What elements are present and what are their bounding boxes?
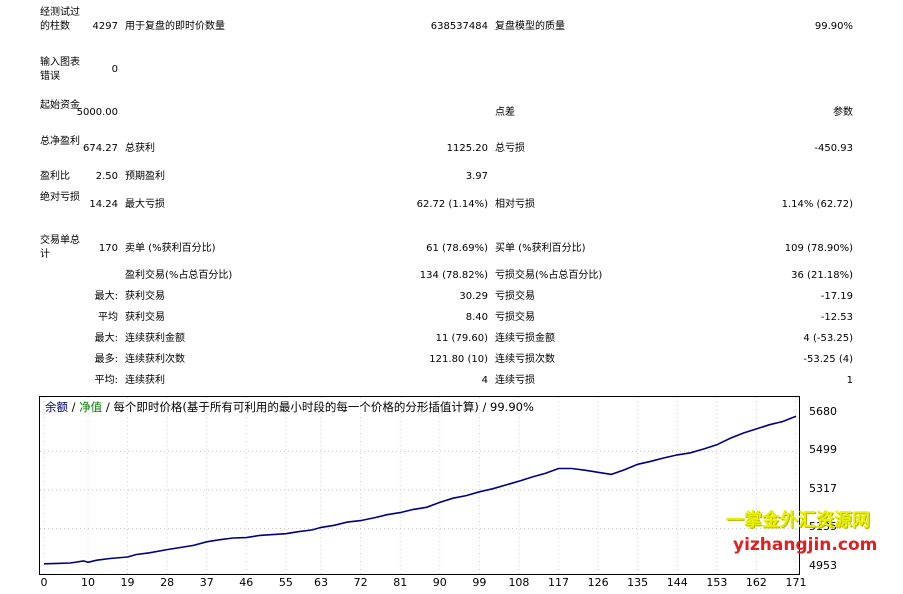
largest-label: 最大: [94, 291, 118, 302]
gross-profit-value: 1125.20 [446, 143, 488, 154]
parameters-label: 参数 [833, 107, 853, 118]
loss-trades-label: 亏损交易(%占总百分比) [495, 270, 603, 281]
maximal-drawdown-label: 最大亏损 [125, 199, 165, 210]
balance-chart-plot [40, 397, 799, 574]
max-consecutive-losses-label: 连续亏损金额 [495, 333, 555, 344]
watermark-url: yizhangjin.com [733, 535, 878, 555]
x-tick-label: 153 [706, 576, 728, 589]
y-tick-label: 4953 [809, 559, 837, 572]
balance-chart [39, 396, 800, 575]
average-profit-label: 获利交易 [125, 312, 165, 323]
largest-profit-value: 30.29 [459, 291, 488, 302]
largest-profit-label: 获利交易 [125, 291, 165, 302]
maximal-consecutive-loss-value: -53.25 (4) [803, 354, 853, 365]
x-tick-label: 117 [548, 576, 570, 589]
mismatched-errors-label: 输入图表错误 [40, 57, 80, 82]
x-tick-label: 81 [393, 576, 408, 589]
y-tick-label: 5317 [809, 481, 837, 495]
modelling-quality-value: 99.90% [814, 21, 853, 32]
x-tick-label: 55 [278, 576, 293, 589]
x-tick-label: 126 [587, 576, 609, 589]
maximal-consecutive-label: 最多: [94, 354, 118, 365]
gross-profit-label: 总获利 [125, 143, 155, 154]
maximal-consecutive-loss-label: 连续亏损次数 [495, 354, 555, 365]
initial-deposit-label: 起始资金 [40, 100, 80, 111]
balance-series-line [43, 415, 797, 565]
expected-payoff-label: 预期盈利 [125, 171, 165, 182]
expected-payoff-value: 3.97 [465, 171, 488, 182]
absolute-drawdown-label: 绝对亏损 [40, 192, 80, 203]
max-consecutive-losses-value: 4 (-53.25) [803, 333, 853, 344]
maximal-consecutive-profit-label: 连续获利次数 [125, 354, 185, 365]
x-tick-label: 171 [785, 576, 807, 589]
equity-legend: 净值 [79, 400, 103, 414]
x-tick-label: 108 [508, 576, 530, 589]
spread-label: 点差 [495, 107, 515, 118]
gross-loss-value: -450.93 [814, 143, 853, 154]
maximal-consecutive-profit-value: 121.80 (10) [429, 354, 488, 365]
average-consecutive-losses-label: 连续亏损 [495, 375, 535, 386]
x-tick-label: 19 [120, 576, 135, 589]
x-tick-label: 90 [432, 576, 447, 589]
bars-tested-value: 4297 [92, 21, 118, 32]
max-consecutive-label: 最大: [94, 333, 118, 344]
chart-title: 余额 / 净值 / 每个即时价格(基于所有可利用的最小时段的每一个价格的分形插值… [45, 400, 534, 414]
average-consecutive-label: 平均: [94, 375, 118, 386]
average-consecutive-wins-label: 连续获利 [125, 375, 165, 386]
relative-drawdown-label: 相对亏损 [495, 199, 535, 210]
short-positions-label: 卖单 (%获利百分比) [125, 243, 216, 254]
ticks-modelled-value: 638537484 [430, 21, 488, 32]
total-net-profit-value: 674.27 [83, 143, 118, 154]
x-tick-label: 28 [160, 576, 175, 589]
x-tick-label: 162 [745, 576, 767, 589]
x-tick-label: 10 [80, 576, 95, 589]
y-tick-label: 5680 [809, 405, 837, 418]
relative-drawdown-value: 1.14% (62.72) [781, 199, 853, 210]
average-consecutive-losses-value: 1 [846, 375, 853, 386]
max-consecutive-wins-label: 连续获利金额 [125, 333, 185, 344]
loss-trades-value: 36 (21.18%) [791, 270, 853, 281]
ticks-modelled-label: 用于复盘的即时价数量 [125, 21, 225, 32]
absolute-drawdown-value: 14.24 [89, 199, 118, 210]
bars-tested-label: 经测试过的柱数 [40, 7, 80, 32]
gross-loss-label: 总亏损 [495, 143, 525, 154]
largest-loss-label: 亏损交易 [495, 291, 535, 302]
average-loss-label: 亏损交易 [495, 312, 535, 323]
total-trades-label: 交易单总计 [40, 235, 80, 260]
x-tick-label: 144 [666, 576, 688, 589]
watermark-title: 一掌金外汇资源网 [726, 510, 870, 531]
balance-legend: 余额 [45, 400, 68, 414]
modelling-quality-label: 复盘模型的质量 [495, 21, 565, 32]
profit-factor-value: 2.50 [95, 171, 118, 182]
x-tick-label: 46 [239, 576, 254, 589]
x-tick-label: 37 [199, 576, 214, 589]
y-tick-label: 5135 [809, 520, 837, 534]
initial-deposit-value: 5000.00 [76, 107, 118, 118]
x-tick-label: 0 [40, 576, 48, 589]
total-trades-value: 170 [98, 243, 118, 254]
y-tick-label: 5499 [809, 443, 837, 457]
average-label: 平均 [98, 312, 118, 323]
long-positions-label: 买单 (%获利百分比) [495, 243, 586, 254]
x-tick-label: 99 [472, 576, 487, 589]
average-profit-value: 8.40 [465, 312, 488, 323]
average-loss-value: -12.53 [820, 312, 853, 323]
long-positions-value: 109 (78.90%) [784, 243, 853, 254]
x-tick-label: 135 [627, 576, 649, 589]
largest-loss-value: -17.19 [820, 291, 853, 302]
profit-trades-label: 盈利交易(%占总百分比) [125, 270, 233, 281]
chart-description: / 每个即时价格(基于所有可利用的最小时段的每一个价格的分形插值计算) / 99… [102, 400, 534, 414]
x-tick-label: 72 [353, 576, 368, 589]
profit-trades-value: 134 (78.82%) [419, 270, 488, 281]
max-consecutive-wins-value: 11 (79.60) [435, 333, 488, 344]
average-consecutive-wins-value: 4 [481, 375, 488, 386]
mismatched-errors-value: 0 [111, 64, 118, 75]
short-positions-value: 61 (78.69%) [426, 243, 488, 254]
maximal-drawdown-value: 62.72 (1.14%) [416, 199, 488, 210]
total-net-profit-label: 总净盈利 [40, 136, 80, 147]
profit-factor-label: 盈利比 [40, 171, 70, 182]
x-tick-label: 63 [314, 576, 329, 589]
legend-separator: / [68, 400, 80, 414]
